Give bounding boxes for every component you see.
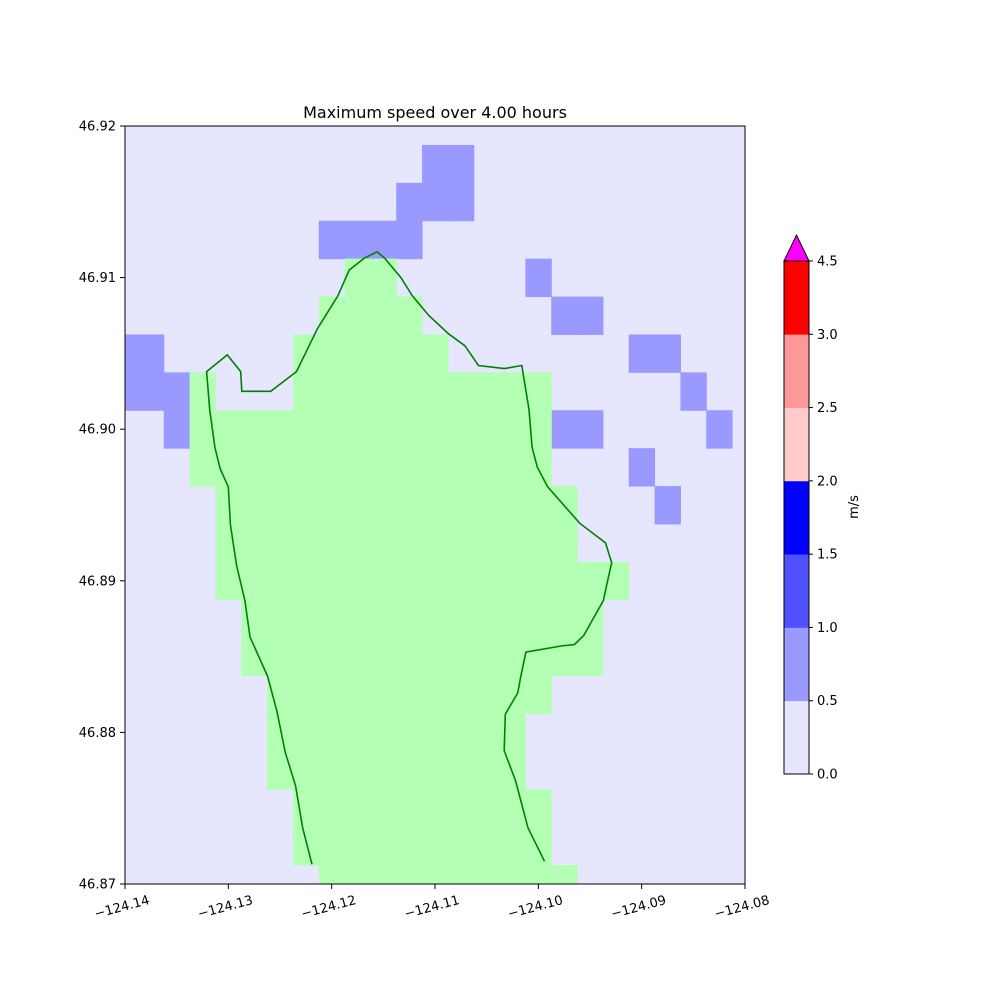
x-tick-label: −124.08 (713, 893, 771, 922)
y-tick-label: 46.88 (79, 726, 116, 741)
colorbar-tick-label: 2.5 (817, 401, 838, 416)
colorbar-tick-label: 3.0 (817, 328, 838, 343)
colorbar-tick-label: 1.5 (817, 548, 838, 563)
speed-cell (344, 220, 371, 260)
colorbar: 0.0 0.5 1.0 1.5 2.0 2.5 3.0 4.5 m/s (783, 233, 862, 783)
land-cell (215, 523, 578, 563)
land-cell (292, 789, 552, 828)
coastline (205, 250, 613, 865)
speed-cell (396, 220, 423, 260)
x-tick-label: −124.13 (196, 893, 254, 922)
colorbar-block (784, 627, 809, 702)
speed-cell (654, 486, 681, 525)
speed-cell (447, 144, 475, 184)
colorbar-block (784, 554, 809, 628)
land-cell (215, 561, 630, 601)
colorbar-tick-label: 1.0 (817, 621, 838, 636)
chart-title: Maximum speed over 4.00 hours (303, 103, 567, 122)
colorbar-tick-label: 4.5 (817, 255, 838, 270)
colorbar-block (784, 334, 809, 408)
speed-cell (447, 182, 475, 222)
colorbar-tick-label: 0.0 (817, 768, 838, 783)
y-tick-label: 46.89 (79, 574, 116, 589)
land-cell (241, 599, 604, 639)
speed-cell (654, 334, 681, 373)
speed-cells (125, 144, 733, 525)
y-tick-label: 46.91 (79, 271, 116, 286)
land-cells (189, 258, 630, 885)
x-tick-label: −124.14 (93, 893, 151, 922)
speed-cell (137, 334, 165, 373)
land-cell (215, 486, 578, 525)
land-cell (267, 713, 526, 752)
land-cell (189, 448, 552, 487)
speed-cell (577, 410, 604, 449)
x-tick-label: −124.10 (506, 893, 564, 922)
land-cell (318, 865, 578, 885)
land-cell (292, 827, 552, 866)
colorbar-blocks (784, 261, 809, 775)
speed-cell (125, 372, 139, 411)
speed-cell (137, 372, 165, 411)
speed-cell (706, 410, 733, 449)
y-tick-label: 46.92 (79, 120, 116, 135)
speed-cell (163, 372, 191, 411)
speed-cell (318, 220, 346, 260)
speed-cell (680, 372, 707, 411)
y-tick-label: 46.90 (79, 423, 116, 438)
colorbar-label: m/s (847, 495, 862, 519)
speed-cell (125, 334, 139, 373)
speed-cell (422, 182, 449, 222)
colorbar-block (784, 480, 809, 555)
colorbar-block (784, 700, 809, 775)
y-tick-label: 46.87 (79, 878, 116, 893)
land-cell (344, 258, 397, 298)
y-axis: 46.87 46.88 46.89 46.90 46.91 46.92 (79, 120, 125, 893)
speed-cell (628, 448, 656, 487)
colorbar-extend-triangle (783, 233, 810, 262)
x-tick-label: −124.09 (610, 893, 668, 922)
land-cell (292, 372, 501, 411)
speed-cell (396, 182, 423, 222)
colorbar-tick-label: 2.0 (817, 474, 838, 489)
map-plot-area (124, 125, 746, 885)
speed-cell (551, 296, 578, 335)
colorbar-block (784, 261, 809, 335)
colorbar-frame (783, 260, 810, 775)
speed-cell (577, 296, 604, 335)
speed-cell (551, 410, 578, 449)
colorbar-block (784, 407, 809, 482)
x-tick-label: −124.11 (403, 893, 461, 922)
speed-cell (525, 258, 552, 298)
colorbar-ticks: 0.0 0.5 1.0 1.5 2.0 2.5 3.0 4.5 (809, 255, 838, 783)
land-cell (267, 751, 526, 790)
land-cell (189, 372, 216, 411)
land-cell (241, 637, 604, 677)
speed-cell (628, 334, 656, 373)
land-cell (292, 334, 449, 373)
land-cell (318, 296, 423, 335)
land-cell (189, 410, 552, 449)
colorbar-tick-label: 0.5 (817, 694, 838, 709)
speed-cell (422, 144, 449, 184)
x-axis: −124.14 −124.13 −124.12 −124.11 −124.10 −124.… (93, 884, 771, 922)
x-tick-label: −124.12 (300, 893, 358, 922)
land-cell (267, 675, 552, 714)
speed-cell (163, 410, 191, 449)
